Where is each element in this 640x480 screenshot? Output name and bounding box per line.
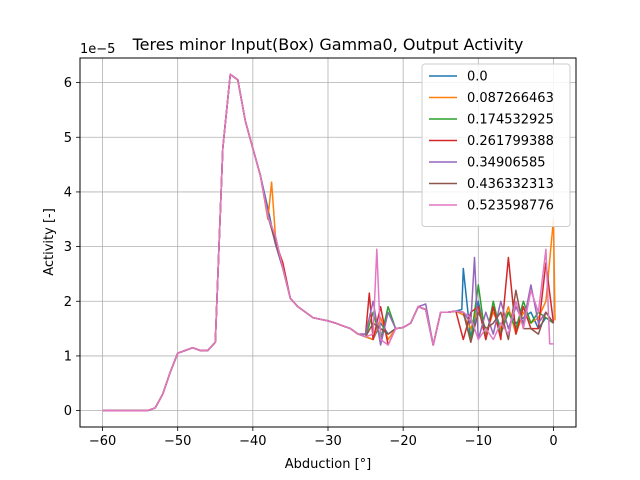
x-tick-label: 0 [549,434,557,449]
legend-entry: 0.174532925 [467,113,554,128]
x-tick-label: −40 [239,434,266,449]
y-tick-label: 1 [64,349,72,364]
series-lines [102,73,556,412]
x-tick-label: −50 [164,434,191,449]
legend-entry: 0.261799388 [467,134,554,149]
legend-entry: 0.523598776 [467,199,554,214]
y-axis-label: Activity [-] [42,208,57,276]
series-line-6 [102,73,554,412]
y-tick-label: 0 [64,404,72,419]
x-tick-label: −30 [314,434,341,449]
y-tick-label: 6 [64,76,72,91]
y-tick-label: 3 [64,240,72,255]
chart-title: Teres minor Input(Box) Gamma0, Output Ac… [132,35,524,54]
x-tick-label: −10 [465,434,492,449]
legend: 0.0 0.087266463 0.174532925 0.261799388 0.34… [421,63,571,227]
legend-entry: 0.087266463 [467,91,554,106]
legend-entry: 0.436332313 [467,177,554,192]
y-scale-label: 1e−5 [80,42,115,57]
y-tick-label: 2 [64,295,72,310]
legend-entry: 0.34906585 [467,156,546,171]
x-tick-label: −60 [89,434,116,449]
y-tick-label: 4 [64,185,72,200]
x-axis-label: Abduction [°] [285,457,371,472]
x-axis: −60 −50 −40 −30 −20 −10 0 [89,427,558,449]
legend-entry: 0.0 [467,70,488,85]
x-tick-label: −20 [389,434,416,449]
legend-box [421,63,571,227]
y-axis: 0 1 2 3 4 5 6 [64,76,80,419]
y-tick-label: 5 [64,131,72,146]
